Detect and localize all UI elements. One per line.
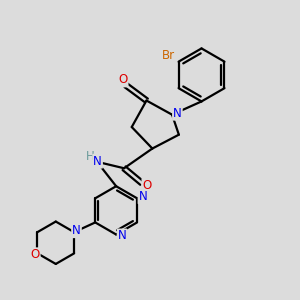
Text: N: N: [93, 155, 102, 168]
Text: O: O: [30, 248, 40, 261]
Text: N: N: [139, 190, 147, 203]
Text: Br: Br: [162, 49, 175, 62]
Text: O: O: [142, 179, 152, 192]
Text: O: O: [118, 74, 128, 86]
Text: N: N: [72, 224, 81, 237]
Text: N: N: [173, 107, 182, 120]
Text: N: N: [118, 230, 126, 242]
Text: H: H: [86, 150, 95, 163]
